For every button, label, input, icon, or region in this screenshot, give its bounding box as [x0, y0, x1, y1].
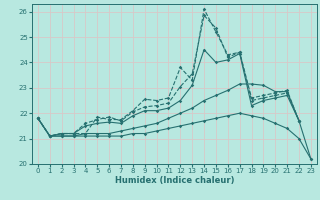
X-axis label: Humidex (Indice chaleur): Humidex (Indice chaleur) — [115, 176, 234, 185]
